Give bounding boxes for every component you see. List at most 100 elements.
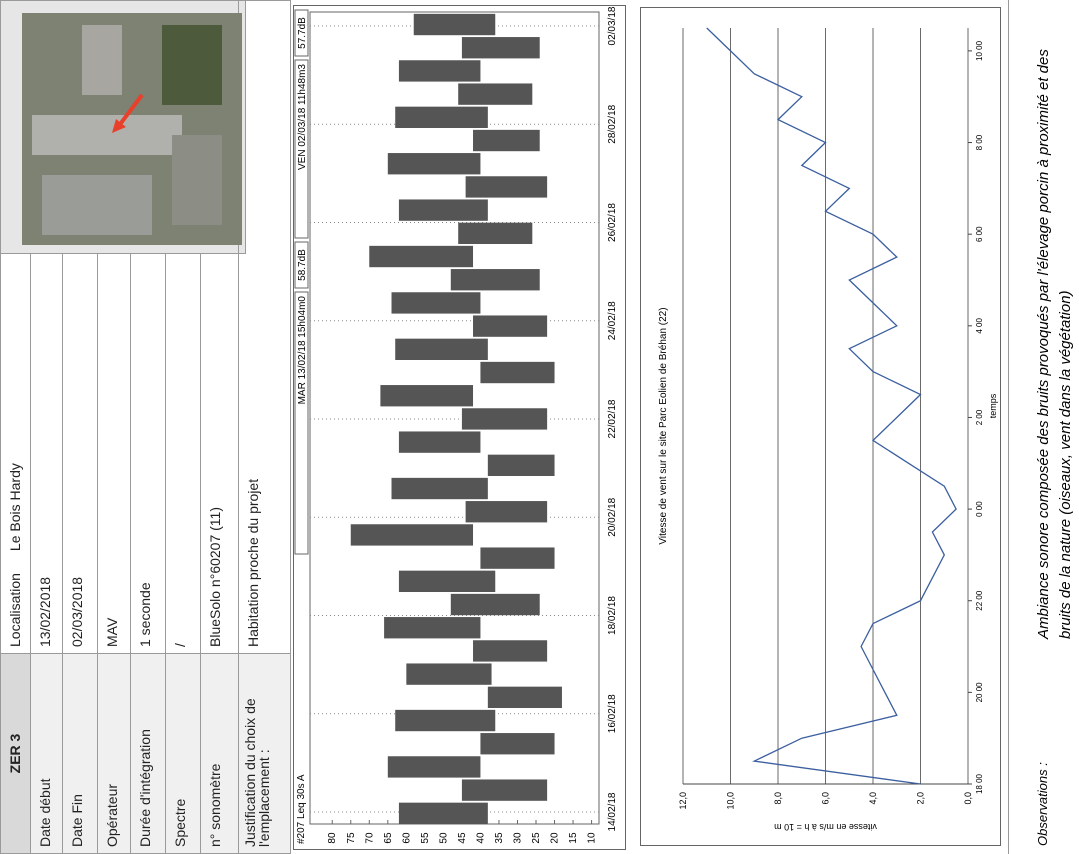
y-tick-label: 30 (512, 832, 523, 844)
location-cell: Localisation Le Bois Hardy (0, 253, 31, 654)
y-tick-label: 0,0 (963, 792, 973, 805)
y-tick-label: 25 (531, 832, 542, 844)
noise-range (480, 547, 554, 568)
noise-range (399, 431, 481, 452)
x-tick-label: 20 00 (975, 682, 984, 703)
observations-text: Ambiance sonore composée des bruits prov… (1033, 9, 1077, 639)
noise-range (369, 246, 473, 267)
row-label: Opérateur (97, 653, 131, 854)
page: ZER 3 Localisation Le Bois Hardy Date début… (0, 0, 1079, 854)
noise-range (414, 14, 496, 35)
y-tick-label: 4,0 (868, 792, 878, 805)
observations-label: Observations : (1035, 762, 1050, 846)
y-tick-label: 10 (587, 832, 598, 844)
y-tick-label: 15 (568, 832, 579, 844)
noise-range (480, 362, 554, 383)
x-tick-label: 2 00 (975, 409, 984, 425)
x-tick-label: 02/03/18 (607, 6, 618, 45)
x-tick-label: 20/02/18 (607, 497, 618, 536)
noise-range (451, 594, 540, 615)
x-tick-label: 14/02/18 (607, 792, 618, 831)
x-tick-label: 18/02/18 (607, 596, 618, 635)
photo-roof (82, 25, 122, 95)
y-tick-label: 40 (475, 832, 486, 844)
row-value: 02/03/2018 (62, 253, 98, 654)
noise-chart: #207 Leq 30s A MAR 13/02/18 15h04m0 58.7dB… (293, 4, 629, 850)
row-label: Spectre (165, 653, 201, 854)
noise-range (395, 339, 488, 360)
noise-range (406, 663, 491, 684)
noise-range (399, 199, 488, 220)
x-tick-label: 16/02/18 (607, 694, 618, 733)
photo-art (22, 13, 242, 245)
x-tick-label: 10 00 (975, 40, 984, 61)
row-value: 13/02/2018 (30, 253, 63, 654)
y-tick-label: 35 (494, 832, 505, 844)
x-tick-label: 26/02/18 (607, 203, 618, 242)
noise-range (466, 501, 548, 522)
noise-range (488, 687, 562, 708)
noise-range (399, 803, 488, 824)
x-axis-title: temps (988, 393, 998, 418)
y-tick-label: 20 (550, 832, 561, 844)
y-tick-label: 10,0 (726, 792, 736, 810)
location-label: Localisation (7, 573, 23, 647)
noise-range (462, 779, 547, 800)
x-tick-label: 28/02/18 (607, 104, 618, 143)
y-tick-label: 45 (457, 832, 468, 844)
row-value: MAV (97, 253, 131, 654)
noise-range (462, 37, 540, 58)
y-tick-label: 65 (383, 832, 394, 844)
noise-range (399, 60, 481, 81)
row-value: Habitation proche du projet (238, 0, 291, 654)
marker-label: MAR 13/02/18 15h04m0 (297, 296, 308, 405)
x-tick-label: 24/02/18 (607, 301, 618, 340)
noise-range (473, 315, 547, 336)
y-tick-label: 75 (346, 832, 357, 844)
y-axis-title: vitesse en m/s à h = 10 m (774, 822, 877, 832)
y-tick-label: 70 (364, 832, 375, 844)
chart-frame (641, 8, 1001, 846)
noise-range (466, 176, 548, 197)
noise-range (480, 733, 554, 754)
noise-range (473, 640, 547, 661)
y-tick-label: 2,0 (916, 792, 926, 805)
row-label: Date début (30, 653, 63, 854)
noise-range (380, 385, 473, 406)
x-tick-label: 18 00 (975, 773, 984, 794)
row-label: Justification du choix de l'emplacement … (238, 653, 291, 854)
photo-roof (32, 115, 182, 155)
title-cell: ZER 3 (0, 653, 31, 854)
x-tick-label: 6 00 (975, 226, 984, 242)
location-value: Le Bois Hardy (7, 463, 23, 551)
y-tick-label: 8,0 (773, 792, 783, 805)
x-tick-label: 22 00 (975, 590, 984, 611)
noise-range (395, 107, 488, 128)
photo-roof (42, 175, 152, 235)
y-tick-label: 55 (420, 832, 431, 844)
noise-range (388, 756, 481, 777)
y-tick-label: 12,0 (678, 792, 688, 810)
marker-value: 57.7dB (297, 17, 308, 49)
observations-row: Observations : Ambiance sonore composée … (1008, 0, 1079, 854)
row-value: 1 seconde (130, 253, 166, 654)
marker-label: VEN 02/03/18 11h48m3 (297, 64, 308, 170)
x-tick-label: 4 00 (975, 317, 984, 333)
noise-range (458, 83, 532, 104)
row-value: BlueSolo n°60207 (11) (200, 253, 239, 654)
chart-title: #207 Leq 30s A (296, 774, 307, 844)
noise-range (462, 408, 547, 429)
row-label: n° sonomètre (200, 653, 239, 854)
marker-value: 58.7dB (297, 249, 308, 281)
noise-range (458, 223, 532, 244)
noise-range (488, 455, 555, 476)
chart-title: Vitesse de vent sur le site Parc Eolien … (658, 307, 669, 544)
noise-range (473, 130, 540, 151)
y-tick-label: 60 (401, 832, 412, 844)
y-tick-label: 50 (438, 832, 449, 844)
noise-range (399, 571, 495, 592)
photo-roof (172, 135, 222, 225)
sheet: ZER 3 Localisation Le Bois Hardy Date début… (0, 0, 1079, 854)
y-tick-label: 6,0 (821, 792, 831, 805)
noise-range (395, 710, 495, 731)
